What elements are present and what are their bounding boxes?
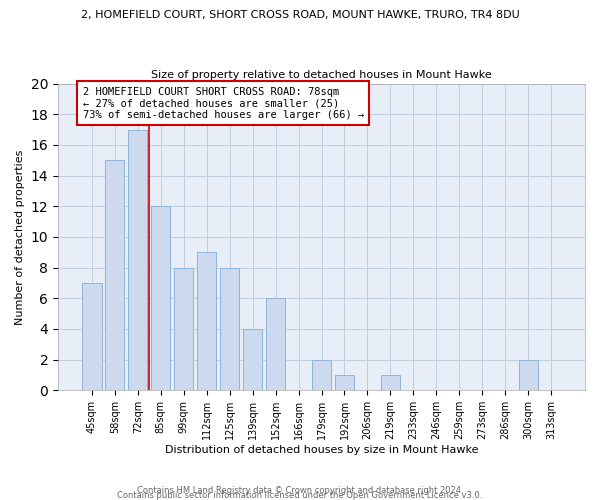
Bar [220,268,239,390]
Title: Size of property relative to detached houses in Mount Hawke: Size of property relative to detached ho… [151,70,492,80]
Bar [82,283,101,391]
Text: 2 HOMEFIELD COURT SHORT CROSS ROAD: 78sqm
← 27% of detached houses are smaller (: 2 HOMEFIELD COURT SHORT CROSS ROAD: 78sq… [83,86,364,120]
Bar [380,375,400,390]
Bar [197,252,217,390]
Bar [312,360,331,390]
X-axis label: Distribution of detached houses by size in Mount Hawke: Distribution of detached houses by size … [165,445,478,455]
Text: Contains HM Land Registry data © Crown copyright and database right 2024.: Contains HM Land Registry data © Crown c… [137,486,463,495]
Y-axis label: Number of detached properties: Number of detached properties [15,150,25,324]
Bar [128,130,148,390]
Bar [105,160,124,390]
Bar [243,329,262,390]
Text: Contains public sector information licensed under the Open Government Licence v3: Contains public sector information licen… [118,490,482,500]
Bar [335,375,354,390]
Bar [174,268,193,390]
Bar [151,206,170,390]
Bar [518,360,538,390]
Bar [266,298,286,390]
Text: 2, HOMEFIELD COURT, SHORT CROSS ROAD, MOUNT HAWKE, TRURO, TR4 8DU: 2, HOMEFIELD COURT, SHORT CROSS ROAD, MO… [80,10,520,20]
